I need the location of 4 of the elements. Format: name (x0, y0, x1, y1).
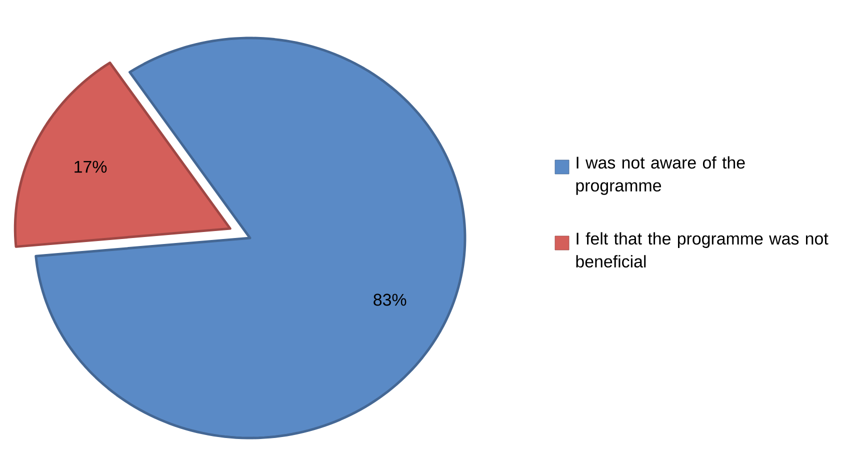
legend-label: I was not aware of the programme (576, 156, 745, 195)
data-label: 17% (74, 160, 107, 173)
data-label: 83% (374, 294, 406, 306)
legend-label: I felt that the programme was not beneficial (576, 232, 828, 268)
